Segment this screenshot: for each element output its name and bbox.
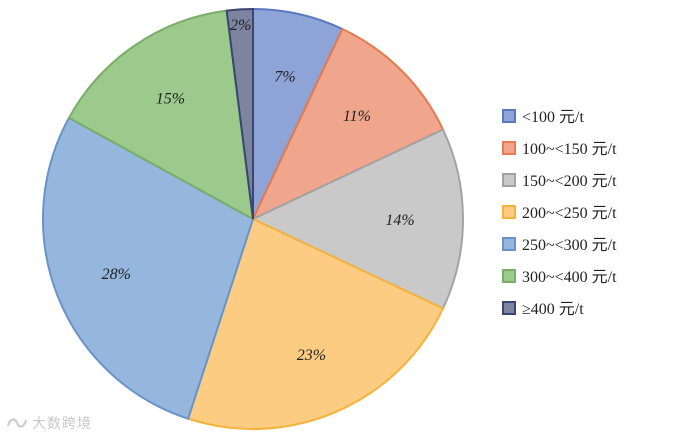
slice-label-5: 15% — [156, 90, 185, 107]
legend-swatch-2 — [502, 173, 516, 187]
pie-slices — [42, 7, 464, 430]
legend-swatch-0 — [502, 109, 516, 123]
legend-swatch-3 — [502, 205, 516, 219]
legend-swatch-4 — [502, 237, 516, 251]
slice-label-3: 23% — [297, 347, 326, 364]
legend-swatch-1 — [502, 141, 516, 155]
pie-slice-1 — [250, 27, 445, 222]
legend-label-4: 250~<300 元/t — [522, 237, 617, 254]
legend-swatch-6 — [502, 301, 516, 315]
slice-label-0: 7% — [274, 69, 295, 86]
slice-label-2: 14% — [385, 212, 414, 229]
pie-slice-3 — [186, 217, 445, 430]
legend-label-5: 300~<400 元/t — [522, 269, 617, 286]
legend-label-0: <100 元/t — [522, 109, 584, 126]
pie-slice-5 — [67, 9, 255, 221]
pie-slice-4 — [42, 116, 255, 420]
watermark-logo-icon — [7, 418, 27, 428]
legend-swatch-5 — [502, 269, 516, 283]
legend-label-3: 200~<250 元/t — [522, 205, 617, 222]
slice-label-6: 2% — [230, 17, 251, 34]
legend-label-6: ≥400 元/t — [522, 301, 584, 318]
legend-label-2: 150~<200 元/t — [522, 173, 617, 190]
pie-slice-2 — [250, 128, 464, 310]
legend: <100 元/t 100~<150 元/t 150~<200 元/t 200~<250… — [502, 109, 617, 318]
legend-label-1: 100~<150 元/t — [522, 141, 617, 158]
slice-label-4: 28% — [102, 266, 131, 283]
watermark: 大数跨境 — [6, 413, 92, 433]
pie-slice-6 — [225, 7, 254, 220]
watermark-text: 大数跨境 — [32, 416, 92, 432]
slice-labels: 7% 11% 14% 23% 28% 15% 2% — [102, 17, 415, 364]
slice-label-1: 11% — [343, 108, 371, 125]
